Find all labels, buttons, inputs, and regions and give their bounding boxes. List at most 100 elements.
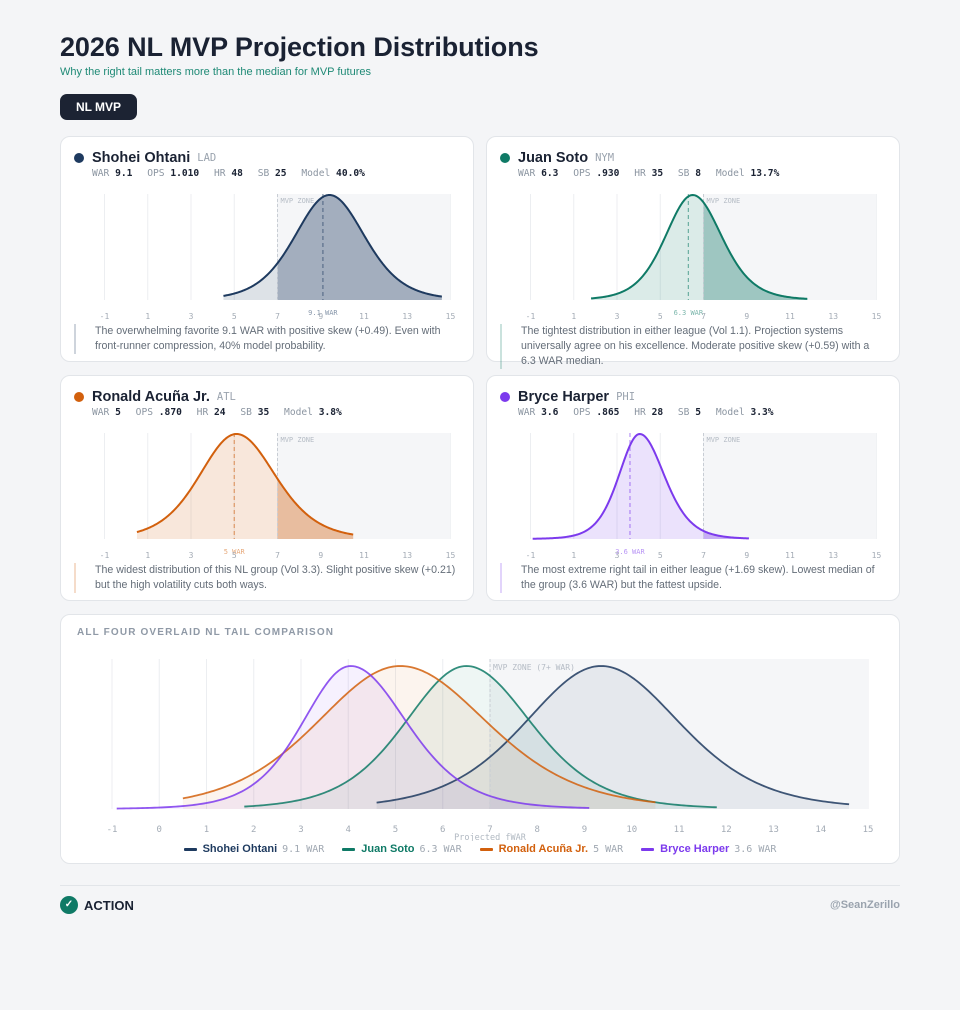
legend-value: 6.3 WAR	[419, 843, 462, 855]
mvp-tail-fill	[277, 195, 442, 300]
mvp-zone-label: MVP ZONE	[707, 436, 741, 444]
distribution-fill	[223, 263, 278, 300]
x-tick-label: -1	[100, 312, 110, 321]
x-tick-label: 13	[402, 551, 412, 560]
x-tick-label: 3	[298, 825, 303, 835]
stat-war: WAR 3.6	[518, 407, 559, 418]
distribution-curve	[244, 665, 717, 809]
x-tick-label: 15	[872, 312, 882, 321]
distribution-fill	[532, 434, 704, 539]
distribution-curve	[116, 665, 590, 810]
mvp-zone-label: MVP ZONE (7+ WAR)	[493, 663, 575, 672]
legend-value: 5 WAR	[593, 843, 624, 855]
x-tick-label: 3	[189, 312, 194, 321]
x-tick-label: 8	[535, 825, 540, 835]
player-color-dot	[74, 153, 84, 163]
team-abbreviation: PHI	[616, 391, 636, 403]
author-handle: @SeanZerillo	[829, 899, 900, 911]
legend-name: Shohei Ohtani	[202, 843, 278, 855]
mvp-zone-region	[277, 433, 451, 539]
median-label: 3.6 WAR	[615, 548, 645, 556]
x-tick-label: 9	[318, 551, 323, 560]
player-color-dot	[74, 392, 84, 402]
player-card: Juan Soto NYM WAR 6.3 OPS .930 HR 35 SB …	[486, 136, 900, 369]
player-color-dot	[500, 153, 510, 163]
legend-name: Juan Soto	[361, 843, 415, 855]
player-description: The tightest distribution in either leag…	[500, 324, 884, 369]
x-tick-label: 1	[571, 551, 576, 560]
team-abbreviation: NYM	[595, 152, 615, 164]
mvp-zone-label: MVP ZONE	[281, 197, 315, 205]
player-description: The overwhelming favorite 9.1 WAR with p…	[74, 324, 458, 354]
stat-line: WAR 6.3 OPS .930 HR 35 SB 8 Model 13.7%	[518, 167, 788, 181]
x-tick-label: 15	[446, 551, 456, 560]
x-tick-label: 7	[701, 551, 706, 560]
stat-war: WAR 5	[92, 407, 121, 418]
median-label: 5 WAR	[224, 548, 246, 556]
x-tick-label: -1	[526, 551, 536, 560]
distribution-fill	[591, 195, 704, 300]
mvp-zone-region	[703, 433, 877, 539]
x-tick-label: 3	[615, 551, 620, 560]
action-badge: ✓ ACTION	[60, 896, 134, 914]
player-card: Shohei Ohtani LAD WAR 9.1 OPS 1.010 HR 4…	[60, 136, 474, 362]
player-description: The most extreme right tail in either le…	[500, 563, 884, 593]
legend-swatch	[183, 847, 197, 851]
x-tick-label: 9	[582, 825, 587, 835]
x-tick-label: 3	[189, 551, 194, 560]
distribution-curve	[223, 194, 442, 298]
mvp-zone-label: MVP ZONE	[707, 197, 741, 205]
x-tick-label: 7	[275, 551, 280, 560]
overlay-distribution-chart: MVP ZONE (7+ WAR)-1 0 1 2 3 4 5 6 7 8 9 10 11 12 13 14 1…	[107, 659, 873, 843]
x-tick-label: 5	[232, 551, 237, 560]
x-tick-label: 9	[744, 312, 749, 321]
x-tick-label: 10	[626, 825, 637, 835]
x-axis-label: Projected fWAR	[454, 833, 527, 843]
x-tick-label: 5	[658, 551, 663, 560]
stat-hr: HR 24	[196, 407, 226, 418]
stat-ops: OPS .865	[573, 407, 620, 418]
stat-hr: HR 48	[214, 168, 243, 179]
x-tick-label: 15	[872, 551, 882, 560]
distribution-fill	[244, 666, 717, 809]
mvp-tail-fill	[277, 478, 354, 539]
nl-mvp-filter-button[interactable]: NL MVP	[60, 94, 137, 120]
x-tick-label: -1	[100, 551, 110, 560]
distribution-curve	[376, 665, 850, 806]
player-header: Shohei Ohtani LAD	[74, 149, 216, 167]
stat-hr: HR 35	[634, 168, 664, 179]
mvp-zone-region	[703, 194, 877, 300]
x-tick-label: 1	[204, 825, 209, 835]
player-card: Ronald Acuña Jr. ATL WAR 5 OPS .870 HR 2…	[60, 375, 474, 601]
stat-line: WAR 3.6 OPS .865 HR 28 SB 5 Model 3.3%	[518, 406, 783, 420]
legend-item-harper: Bryce Harper 3.6 WAR	[641, 843, 776, 855]
x-tick-label: 11	[785, 551, 795, 560]
stat-sb: SB 25	[257, 168, 287, 179]
x-tick-label: 15	[446, 312, 456, 321]
distribution-curve	[532, 433, 749, 540]
chart-legend: Shohei Ohtani 9.1 WAR Juan Soto 6.3 WAR …	[61, 841, 899, 857]
x-tick-label: 5	[232, 312, 237, 321]
x-tick-label: 3	[615, 312, 620, 321]
x-tick-label: 9	[318, 312, 323, 321]
player-description: The widest distribution of this NL group…	[74, 563, 458, 593]
check-circle-icon: ✓	[60, 896, 78, 914]
player-card: Bryce Harper PHI WAR 3.6 OPS .865 HR 28 …	[486, 375, 900, 601]
stat-ops: OPS .930	[573, 168, 620, 179]
x-tick-label: 13	[828, 551, 838, 560]
distribution-fill	[376, 666, 850, 809]
x-tick-label: 4	[346, 825, 351, 835]
mvp-zone-region	[277, 194, 451, 300]
team-abbreviation: LAD	[197, 152, 217, 164]
x-tick-label: -1	[526, 312, 536, 321]
legend-name: Bryce Harper	[660, 843, 730, 855]
legend-swatch	[641, 847, 655, 851]
player-name: Juan Soto	[518, 150, 589, 166]
x-tick-label: 13	[768, 825, 779, 835]
legend-item-acuna: Ronald Acuña Jr. 5 WAR	[479, 843, 624, 855]
x-tick-label: -1	[107, 825, 118, 835]
